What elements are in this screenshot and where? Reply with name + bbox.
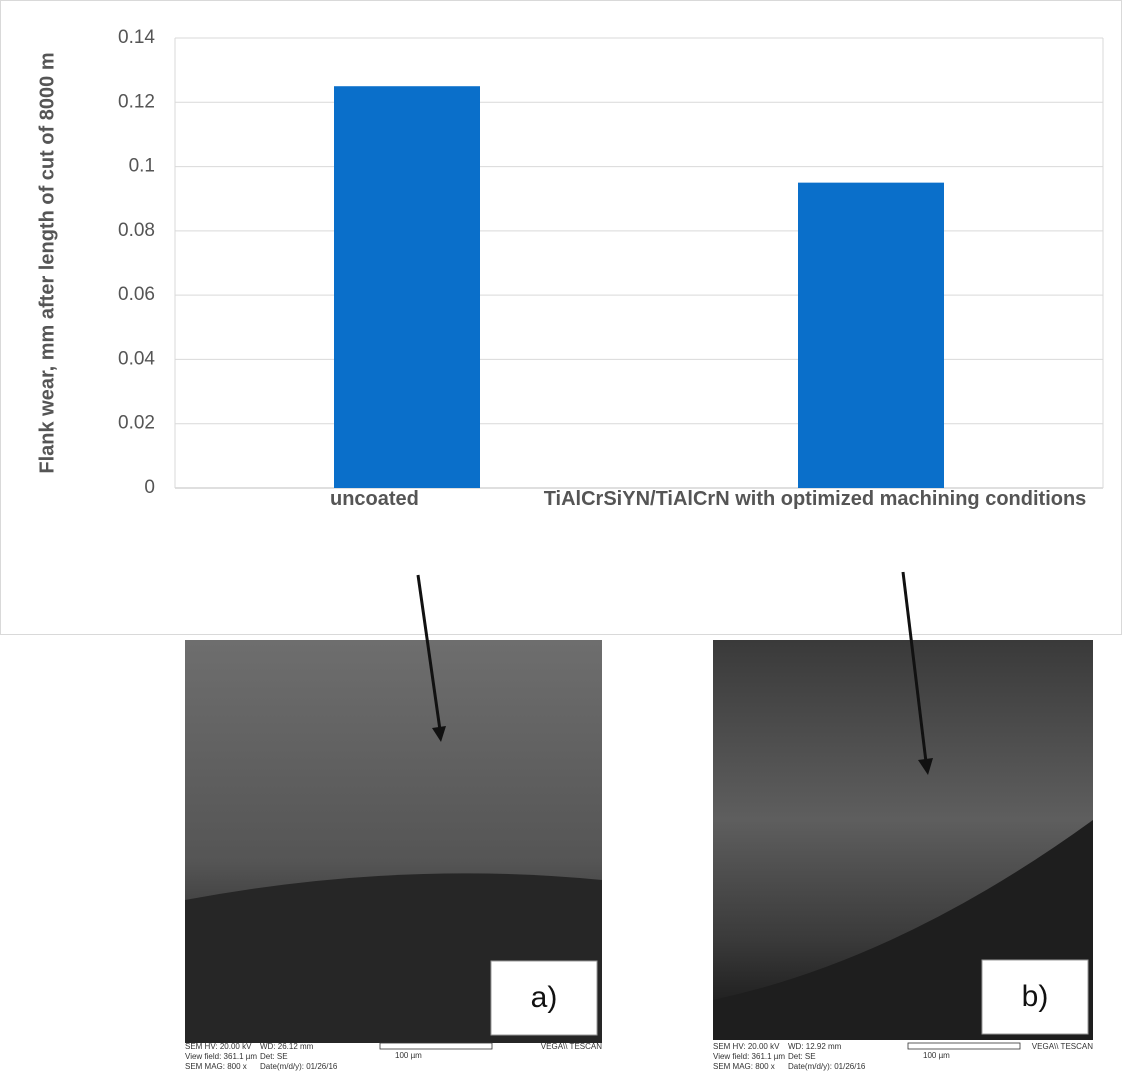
y-tick-label: 0.04 bbox=[118, 348, 155, 369]
sem-info: Det: SE bbox=[788, 1052, 816, 1061]
y-tick-label: 0 bbox=[144, 477, 155, 498]
y-tick-label: 0.12 bbox=[118, 91, 155, 112]
chart-frame bbox=[1, 1, 1122, 635]
bar bbox=[798, 183, 944, 488]
sem-info: SEM HV: 20.00 kV bbox=[713, 1042, 780, 1051]
sem-scale: 100 µm bbox=[395, 1051, 422, 1060]
y-tick-label: 0.1 bbox=[129, 156, 155, 177]
figure: Flank wear, mm after length of cut of 80… bbox=[0, 0, 1123, 1072]
x-tick-label: uncoated bbox=[330, 482, 530, 516]
sem-info: WD: 26.12 mm bbox=[260, 1042, 314, 1051]
sem-info: SEM MAG: 800 x bbox=[185, 1062, 247, 1071]
bar bbox=[334, 86, 480, 488]
y-tick-label: 0.06 bbox=[118, 284, 155, 305]
y-tick-label: 0.14 bbox=[118, 27, 155, 48]
sem-info: SEM MAG: 800 x bbox=[713, 1062, 775, 1071]
y-tick-label: 0.08 bbox=[118, 220, 155, 241]
x-tick-label: TiAlCrSiYN/TiAlCrN with optimized machin… bbox=[520, 482, 1110, 516]
y-axis-title: Flank wear, mm after length of cut of 80… bbox=[36, 52, 58, 473]
page: Flank wear, mm after length of cut of 80… bbox=[0, 0, 1123, 1072]
sem-brand: VEGA\\ TESCAN bbox=[1032, 1042, 1093, 1051]
panel-label: a) bbox=[531, 981, 558, 1014]
sem-info: Date(m/d/y): 01/26/16 bbox=[260, 1062, 338, 1071]
sem-info: Date(m/d/y): 01/26/16 bbox=[788, 1062, 866, 1071]
y-tick-label: 0.02 bbox=[118, 413, 155, 434]
sem-info: View field: 361.1 µm bbox=[713, 1052, 785, 1061]
sem-info: View field: 361.1 µm bbox=[185, 1052, 257, 1061]
sem-brand: VEGA\\ TESCAN bbox=[541, 1042, 602, 1051]
sem-scale: 100 µm bbox=[923, 1051, 950, 1060]
panel-label: b) bbox=[1022, 980, 1049, 1013]
sem-info: Det: SE bbox=[260, 1052, 288, 1061]
sem-info: WD: 12.92 mm bbox=[788, 1042, 842, 1051]
sem-info: SEM HV: 20.00 kV bbox=[185, 1042, 252, 1051]
